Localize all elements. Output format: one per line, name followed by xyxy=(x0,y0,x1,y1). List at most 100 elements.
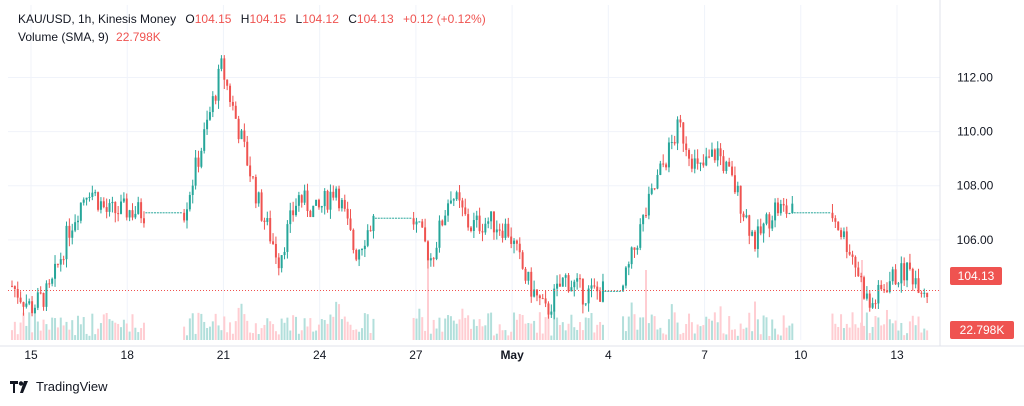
candle-body xyxy=(449,200,452,204)
volume-bar xyxy=(45,324,48,340)
candle-body xyxy=(745,215,748,218)
candle-body xyxy=(478,215,481,232)
volume-bar xyxy=(295,316,298,340)
volume-bar xyxy=(527,322,530,340)
symbol-title[interactable]: KAU/USD, 1h, Kinesis Money xyxy=(18,12,177,26)
volume-bar xyxy=(633,314,636,340)
volume-bar xyxy=(366,314,369,340)
volume-bar xyxy=(492,335,495,340)
candle-body xyxy=(513,240,516,244)
volume-bar xyxy=(220,330,223,340)
candle-body xyxy=(667,142,670,168)
volume-bar xyxy=(338,304,341,340)
volume-bars xyxy=(11,260,929,340)
volume-bar xyxy=(352,329,355,340)
candle-body xyxy=(234,105,237,119)
volume-bar xyxy=(452,320,455,340)
volume-bar xyxy=(556,317,559,340)
volume-bar xyxy=(676,322,679,340)
volume-bar xyxy=(601,324,604,340)
candle-body xyxy=(768,214,771,229)
volume-bar xyxy=(194,333,197,340)
candle-body xyxy=(45,283,48,307)
candle-body xyxy=(300,195,303,203)
volume-bar xyxy=(39,330,42,340)
last-price-badge-bg xyxy=(950,267,1002,285)
volume-bar xyxy=(297,333,300,340)
volume-bar xyxy=(742,328,745,340)
volume-bar xyxy=(897,330,900,340)
volume-bar xyxy=(421,317,424,340)
volume-bar xyxy=(861,260,863,340)
volume-bar xyxy=(541,333,544,340)
candle-body xyxy=(421,221,424,228)
tradingview-brand[interactable]: TradingView xyxy=(10,379,108,394)
candle-body xyxy=(779,203,782,214)
candle-body xyxy=(358,250,361,260)
volume-bar xyxy=(56,327,59,340)
volume-bar xyxy=(346,321,349,340)
candle-body xyxy=(33,307,36,314)
candle-body xyxy=(662,163,665,165)
volume-bar xyxy=(42,319,45,340)
volume-bar xyxy=(791,323,794,340)
volume-bar xyxy=(358,331,361,340)
candle-body xyxy=(272,241,275,244)
volume-bar xyxy=(690,322,693,340)
volume-bar xyxy=(573,327,576,340)
x-tick-label: 7 xyxy=(701,348,708,362)
volume-bar xyxy=(464,317,467,340)
candle-body xyxy=(515,240,518,244)
volume-bar xyxy=(326,323,329,340)
volume-bar xyxy=(340,319,343,340)
volume-bar xyxy=(851,312,854,340)
candle-body xyxy=(868,293,871,308)
candle-body xyxy=(690,158,693,169)
volume-bar xyxy=(272,324,275,340)
volume-bar xyxy=(627,316,630,340)
candle-body xyxy=(188,195,191,210)
time-axis[interactable]: 15 18 21 24 27 May 4 7 10 13 xyxy=(24,348,904,362)
volume-bar xyxy=(885,309,888,340)
price-axis[interactable]: 112.00 110.00 108.00 106.00 xyxy=(957,70,994,246)
candle-body xyxy=(837,221,840,231)
volume-bar xyxy=(736,335,739,340)
candle-body xyxy=(197,157,200,167)
candle-body xyxy=(11,285,13,287)
volume-bar xyxy=(71,320,74,340)
candle-body xyxy=(888,281,891,292)
candle-body xyxy=(346,208,349,219)
volume-bar xyxy=(702,325,705,340)
volume-bar xyxy=(883,324,886,340)
volume-bar xyxy=(286,317,289,340)
ohlc-legend[interactable]: KAU/USD, 1h, Kinesis Money O104.15 H104.… xyxy=(18,12,486,26)
volume-bar xyxy=(54,318,57,340)
volume-bar xyxy=(863,325,866,340)
candle-body xyxy=(240,130,243,140)
volume-legend[interactable]: Volume (SMA, 9) 22.798K xyxy=(18,30,161,44)
candle-body xyxy=(461,200,464,208)
candle-body xyxy=(51,278,54,284)
volume-indicator-label[interactable]: Volume (SMA, 9) xyxy=(18,30,109,44)
candle-body xyxy=(860,276,863,278)
candle-body xyxy=(194,157,197,186)
volume-bar xyxy=(914,325,917,340)
volume-bar xyxy=(679,334,682,340)
volume-bar xyxy=(584,317,587,340)
volume-bar xyxy=(894,320,897,340)
volume-bar xyxy=(639,317,642,340)
candle-body xyxy=(871,303,874,308)
volume-bar xyxy=(246,320,249,340)
candle-body xyxy=(363,245,366,250)
candle-body xyxy=(25,303,28,307)
volume-bar xyxy=(234,321,237,340)
volume-bar xyxy=(739,323,742,340)
candle-body xyxy=(340,199,343,209)
x-tick-label: 18 xyxy=(121,348,135,362)
volume-bar xyxy=(217,325,220,340)
candle-body xyxy=(547,303,550,315)
candle-body xyxy=(283,251,286,256)
candle-body xyxy=(243,130,246,142)
candle-body xyxy=(99,201,102,210)
